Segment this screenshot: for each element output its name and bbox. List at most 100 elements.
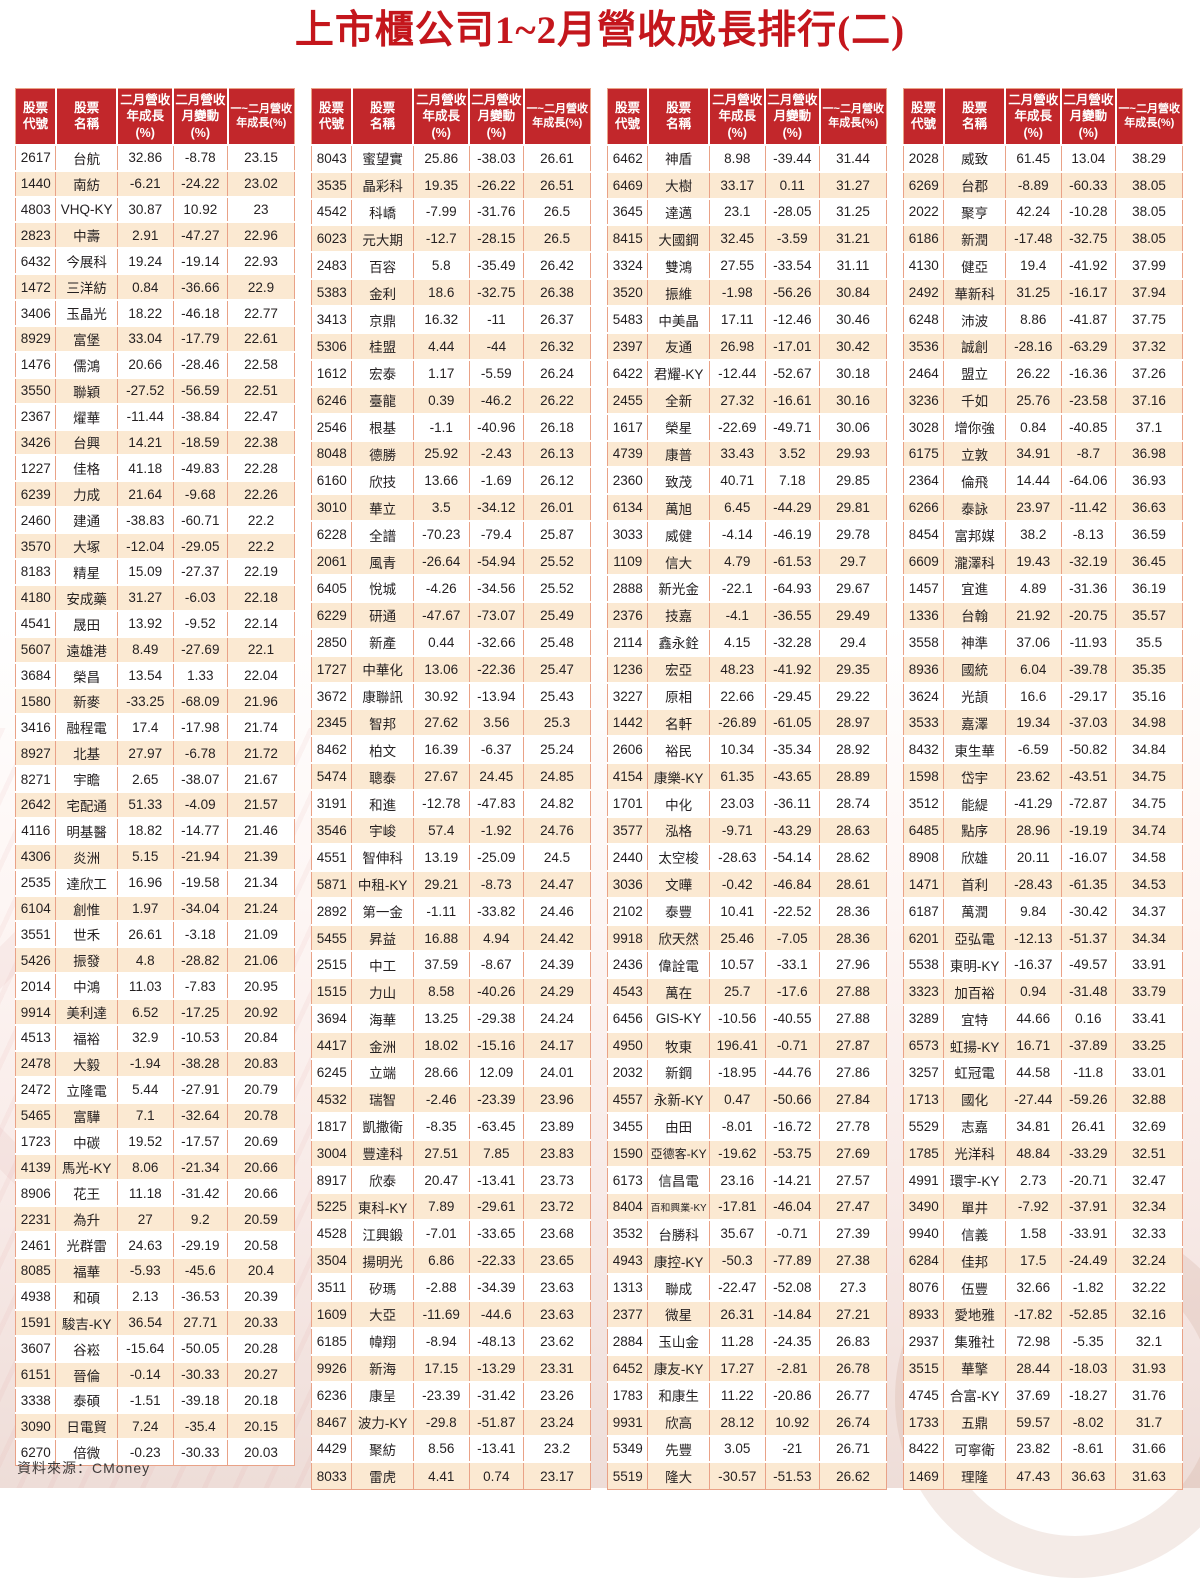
stock-code: 2014 (15, 972, 56, 1000)
stock-code: 6284 (903, 1246, 944, 1275)
yoy-growth-cell: 34.91 (1004, 439, 1062, 468)
mom-change-cell: -18.27 (1060, 1380, 1116, 1409)
stock-code: 2642 (15, 791, 56, 818)
mom-change-cell: -29.19 (172, 1231, 228, 1259)
mom-change-cell: -24.22 (172, 169, 228, 197)
table-row: 2440 太空梭 -28.63 -54.14 28.62 (607, 842, 887, 871)
cum-growth-cell: 35.35 (1115, 654, 1183, 683)
mom-change-cell: -16.61 (764, 385, 820, 414)
stock-name: 元大期 (351, 224, 414, 253)
mom-change-cell: -11.93 (1060, 627, 1116, 656)
table-row: 3257 虹冠電 44.58 -11.8 33.01 (903, 1058, 1183, 1086)
cum-growth-cell: 24.46 (523, 896, 591, 925)
cum-growth-cell: 22.19 (227, 558, 295, 585)
table-row: 4557 永新-KY 0.47 -50.66 27.84 (607, 1084, 887, 1113)
mom-change-cell: 7.85 (468, 1138, 524, 1167)
table-row: 3551 世禾 26.61 -3.18 21.09 (15, 920, 295, 948)
stock-code: 3090 (15, 1412, 56, 1440)
stock-code: 8033 (311, 1461, 352, 1490)
table-row: 6151 晉倫 -0.14 -30.33 20.27 (15, 1360, 295, 1388)
stock-code: 3684 (15, 661, 56, 689)
mom-change-cell: -38.28 (172, 1049, 228, 1077)
cum-growth-cell: 23.24 (523, 1407, 591, 1436)
stock-code: 1476 (15, 350, 56, 378)
cum-growth-cell: 34.75 (1115, 762, 1183, 791)
stock-name: 明基醫 (55, 816, 118, 844)
mom-change-cell: -50.82 (1060, 735, 1116, 764)
yoy-growth-cell: -70.23 (412, 520, 470, 549)
cum-growth-cell: 38.05 (1115, 197, 1183, 226)
stock-name: 晉倫 (55, 1360, 118, 1388)
mom-change-cell: -37.91 (1060, 1192, 1116, 1221)
stock-name: 威致 (943, 143, 1006, 172)
cum-growth-cell: 22.96 (227, 221, 295, 249)
table-row: 8908 欣雄 20.11 -16.07 34.58 (903, 842, 1183, 871)
mom-change-cell: -35.49 (468, 251, 524, 280)
stock-code: 5483 (607, 305, 648, 333)
table-row: 6469 大樹 33.17 0.11 31.27 (607, 170, 887, 199)
table-row: 8936 國統 6.04 -39.78 35.35 (903, 654, 1183, 683)
stock-code: 1440 (15, 169, 56, 197)
cum-growth-cell: 26.18 (523, 412, 591, 441)
mom-change-cell: -32.28 (764, 627, 820, 656)
yoy-growth-cell: 19.4 (1004, 251, 1062, 280)
stock-code: 1109 (607, 547, 648, 575)
stock-name: 東科-KY (351, 1192, 414, 1221)
table-row: 6456 GIS-KY -10.56 -40.55 27.88 (607, 1004, 887, 1033)
cum-growth-cell: 20.39 (227, 1282, 295, 1310)
cum-growth-cell: 37.26 (1115, 358, 1183, 387)
table-row: 8048 德勝 25.92 -2.43 26.13 (311, 439, 591, 468)
cum-growth-cell: 30.18 (819, 358, 887, 387)
yoy-growth-cell: -7.92 (1004, 1192, 1062, 1221)
stock-code: 3536 (903, 331, 944, 360)
table-row: 2014 中鴻 11.03 -7.83 20.95 (15, 972, 295, 1000)
stock-name: 大樹 (647, 170, 710, 199)
stock-name: 桂盟 (351, 331, 414, 360)
stock-name: 日電貿 (55, 1412, 118, 1440)
mom-change-cell: -8.73 (468, 869, 524, 898)
yoy-growth-cell: -22.47 (708, 1273, 766, 1302)
mom-change-cell: 0.16 (1060, 1004, 1116, 1033)
yoy-growth-cell: -7.01 (412, 1219, 470, 1248)
stock-code: 4543 (607, 977, 648, 1006)
mom-change-cell: -40.26 (468, 977, 524, 1006)
table-row: 3645 達邁 23.1 -28.05 31.25 (607, 197, 887, 226)
mom-change-cell: -7.05 (764, 923, 820, 952)
mom-change-cell: -20.86 (764, 1380, 820, 1409)
cum-growth-cell: 31.7 (1115, 1407, 1183, 1436)
column-header-stock-code: 股票 代號 (15, 88, 56, 145)
cum-growth-cell: 29.35 (819, 654, 887, 683)
stock-code: 3227 (607, 681, 648, 710)
stock-name: 瀧澤科 (943, 547, 1006, 575)
yoy-growth-cell: 13.25 (412, 1004, 470, 1033)
cum-growth-cell: 38.29 (1115, 143, 1183, 172)
stock-name: 環宇-KY (943, 1165, 1006, 1194)
yoy-growth-cell: 26.22 (1004, 358, 1062, 387)
yoy-growth-cell: 2.91 (116, 221, 174, 249)
table-row: 5483 中美晶 17.11 -12.46 30.46 (607, 305, 887, 333)
yoy-growth-cell: 13.06 (412, 654, 470, 683)
stock-code: 8432 (903, 735, 944, 764)
table-row: 6269 台郡 -8.89 -60.33 38.05 (903, 170, 1183, 199)
mom-change-cell: 10.92 (172, 195, 228, 223)
table-row: 3191 和進 -12.78 -47.83 24.82 (311, 789, 591, 818)
stock-name: 揚明光 (351, 1246, 414, 1275)
stock-name: 研通 (351, 600, 414, 629)
yoy-growth-cell: 18.6 (412, 278, 470, 307)
mom-change-cell: -17.98 (172, 713, 228, 741)
mom-change-cell: -11.42 (1060, 493, 1116, 522)
yoy-growth-cell: 0.94 (1004, 977, 1062, 1006)
stock-name: 雷虎 (351, 1461, 414, 1490)
table-row: 5871 中租-KY 29.21 -8.73 24.47 (311, 869, 591, 898)
cum-growth-cell: 23.17 (523, 1461, 591, 1490)
stock-code: 8183 (15, 558, 56, 585)
stock-name: 先豐 (647, 1434, 710, 1463)
table-row: 4528 江興鍛 -7.01 -33.65 23.68 (311, 1219, 591, 1248)
stock-code: 6246 (311, 385, 352, 414)
yoy-growth-cell: 27.51 (412, 1138, 470, 1167)
cum-growth-cell: 33.01 (1115, 1058, 1183, 1086)
table-row: 9931 欣高 28.12 10.92 26.74 (607, 1407, 887, 1436)
stock-name: GIS-KY (647, 1004, 710, 1033)
mom-change-cell: -50.66 (764, 1084, 820, 1113)
mom-change-cell: 12.09 (468, 1058, 524, 1086)
